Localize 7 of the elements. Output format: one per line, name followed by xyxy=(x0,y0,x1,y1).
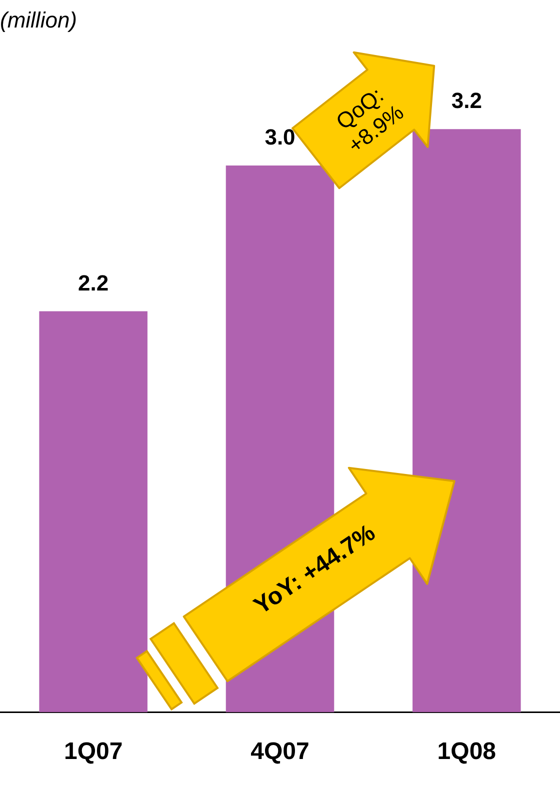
x-tick-label: 1Q07 xyxy=(64,738,123,766)
data-label: 2.2 xyxy=(78,270,109,296)
data-label: 3.0 xyxy=(264,124,296,150)
y-axis-title: (million) xyxy=(0,7,77,32)
x-tick-label: 4Q07 xyxy=(250,738,310,766)
data-label: 3.2 xyxy=(451,88,482,114)
x-tick-label: 1Q08 xyxy=(437,738,496,766)
